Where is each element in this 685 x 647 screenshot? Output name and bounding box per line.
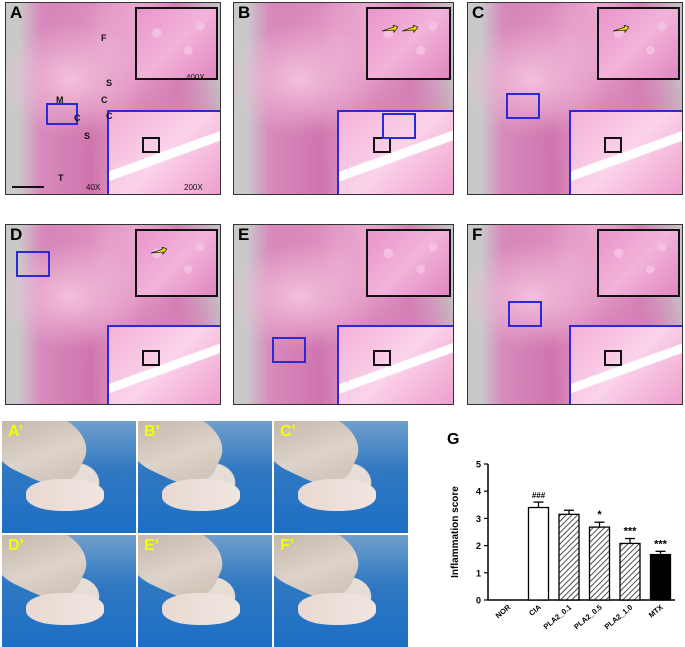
high-magnification-inset bbox=[135, 7, 218, 80]
magnification-label-400x: 400X bbox=[186, 73, 205, 82]
zoom-region-box bbox=[373, 137, 391, 153]
region-of-interest-box bbox=[508, 301, 542, 327]
region-of-interest-box bbox=[382, 113, 416, 139]
high-magnification-inset bbox=[366, 7, 451, 80]
paw-photo-2: B’ bbox=[138, 421, 272, 533]
photo-letter: D’ bbox=[8, 537, 24, 554]
histology-panel-d: D bbox=[5, 224, 221, 405]
panel-letter-g: G bbox=[447, 431, 460, 448]
high-magnification-inset bbox=[135, 229, 218, 297]
medium-magnification-inset bbox=[107, 325, 220, 404]
paw-region bbox=[162, 479, 240, 511]
bar bbox=[527, 506, 550, 601]
panel-letter: F bbox=[472, 225, 483, 244]
tissue-label: T bbox=[58, 173, 64, 183]
region-of-interest-box bbox=[272, 337, 306, 363]
tissue-label: C bbox=[101, 95, 108, 105]
panel-letter: E bbox=[238, 225, 250, 244]
significance-label: ### bbox=[532, 491, 546, 500]
y-axis-label: Inflammation score bbox=[450, 486, 461, 578]
zoom-region-box bbox=[142, 350, 160, 366]
tissue-label: M bbox=[56, 95, 64, 105]
y-tick-label: 2 bbox=[476, 541, 481, 551]
yellow-arrow-icon bbox=[382, 25, 398, 33]
histology-panel-f: F bbox=[467, 224, 683, 405]
histology-panel-b: B bbox=[233, 2, 454, 195]
medium-magnification-inset bbox=[337, 110, 453, 194]
magnification-label-200x: 200X bbox=[184, 183, 203, 192]
paw-photo-6: F’ bbox=[274, 535, 408, 647]
zoom-region-box bbox=[373, 350, 391, 366]
y-tick-label: 4 bbox=[476, 487, 481, 497]
region-of-interest-box bbox=[16, 251, 50, 277]
photo-letter: F’ bbox=[280, 537, 295, 554]
significance-label: *** bbox=[624, 526, 638, 538]
bar bbox=[619, 542, 641, 601]
x-tick-label: CIA bbox=[527, 602, 543, 618]
tissue-label: F bbox=[101, 33, 107, 43]
paw-photo-3: C’ bbox=[274, 421, 408, 533]
photo-letter: B’ bbox=[144, 423, 160, 440]
high-magnification-inset bbox=[597, 7, 680, 80]
paw-photo-4: D’ bbox=[2, 535, 136, 647]
magnification-label-40x: 40X bbox=[86, 183, 101, 192]
yellow-arrow-icon bbox=[151, 247, 167, 255]
x-tick-label: PLA2_0.5 bbox=[572, 603, 604, 632]
tissue-label: S bbox=[106, 78, 113, 88]
panel-letter: C bbox=[472, 3, 485, 22]
panel-letter: B bbox=[238, 3, 251, 22]
yellow-arrow-icon bbox=[613, 25, 629, 33]
bar bbox=[649, 553, 672, 601]
medium-magnification-inset bbox=[569, 110, 682, 194]
high-magnification-inset bbox=[597, 229, 680, 297]
x-tick-label: MTX bbox=[647, 603, 665, 620]
photo-letter: E’ bbox=[144, 537, 160, 554]
x-tick-label: NOR bbox=[494, 602, 513, 620]
zoom-region-box bbox=[604, 137, 622, 153]
paw-photo-5: E’ bbox=[138, 535, 272, 647]
medium-magnification-inset bbox=[569, 325, 682, 404]
significance-label: * bbox=[597, 509, 602, 521]
scale-bar bbox=[12, 186, 44, 188]
histology-panel-e: E bbox=[233, 224, 454, 405]
high-magnification-inset bbox=[366, 229, 451, 297]
region-of-interest-box bbox=[506, 93, 540, 119]
photo-letter: C’ bbox=[280, 423, 296, 440]
yellow-arrow-icon bbox=[402, 25, 418, 33]
y-tick-label: 3 bbox=[476, 514, 481, 524]
paw-photo-1: A’ bbox=[2, 421, 136, 533]
paw-region bbox=[298, 479, 376, 511]
x-tick-label: PLA2_1.0 bbox=[603, 603, 635, 632]
paw-region bbox=[26, 593, 104, 625]
x-tick-label: PLA2_0.1 bbox=[542, 603, 574, 632]
paw-region bbox=[162, 593, 240, 625]
panel-letter: A bbox=[10, 3, 23, 22]
bar bbox=[588, 526, 611, 601]
medium-magnification-inset bbox=[337, 325, 453, 404]
bar bbox=[558, 513, 580, 601]
y-tick-label: 5 bbox=[476, 460, 481, 470]
panel-letter: D bbox=[10, 225, 23, 244]
zoom-region-box bbox=[142, 137, 160, 153]
tissue-label: S bbox=[84, 131, 91, 141]
zoom-region-box bbox=[604, 350, 622, 366]
paw-region bbox=[298, 593, 376, 625]
medium-magnification-inset bbox=[107, 110, 220, 194]
y-tick-label: 1 bbox=[476, 568, 481, 578]
y-tick-label: 0 bbox=[476, 596, 481, 606]
significance-label: *** bbox=[654, 538, 668, 550]
paw-region bbox=[26, 479, 104, 511]
histology-panel-a: A 400X 200X 40X F S C M C S T C bbox=[5, 2, 221, 195]
histology-panel-c: C bbox=[467, 2, 683, 195]
region-of-interest-box bbox=[46, 103, 78, 125]
tissue-label: C bbox=[74, 113, 81, 123]
photo-letter: A’ bbox=[8, 423, 24, 440]
tissue-label: C bbox=[106, 111, 113, 121]
